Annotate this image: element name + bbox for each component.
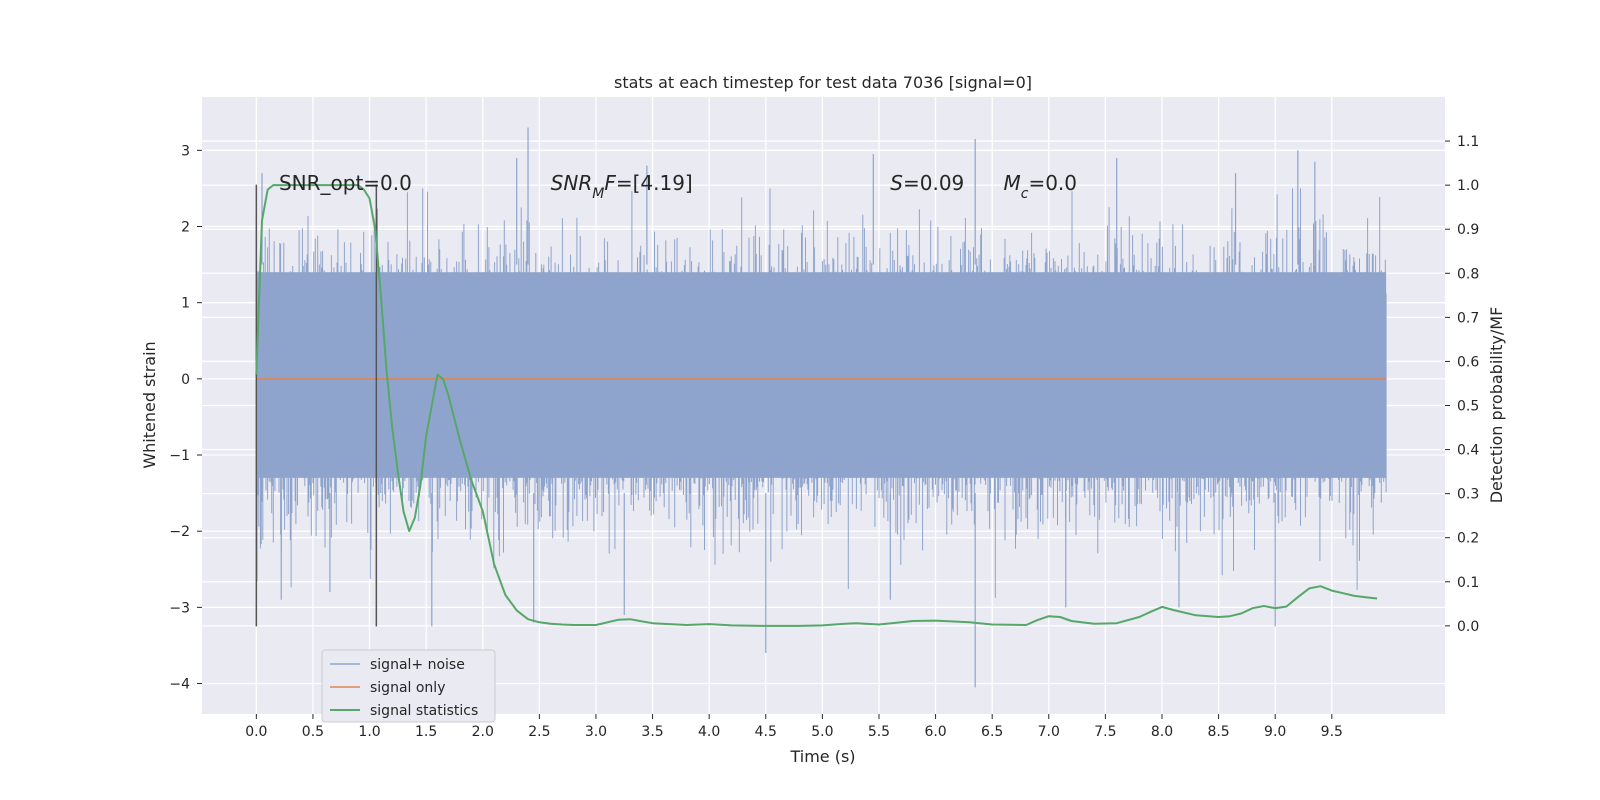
- y-tick-label: 3: [181, 143, 190, 159]
- y-right-tick-label: 0.5: [1457, 399, 1479, 415]
- y-right-tick-label: 0.3: [1457, 487, 1479, 503]
- y-axis-right-label: Detection probability/MF: [1487, 307, 1506, 504]
- y-right-tick-label: 0.7: [1457, 310, 1479, 326]
- annotation: S=0.09: [890, 171, 964, 195]
- x-tick-label: 0.5: [302, 724, 324, 740]
- legend-label: signal only: [370, 680, 445, 696]
- y-right-tick-label: 0.1: [1457, 575, 1479, 591]
- x-tick-label: 9.0: [1264, 724, 1286, 740]
- legend-box: [321, 649, 496, 723]
- x-tick-label: 1.0: [358, 724, 380, 740]
- y-right-tick-label: 1.0: [1457, 178, 1479, 194]
- y-tick-label: −4: [169, 677, 190, 693]
- annotation: SNR_opt=0.0: [279, 171, 412, 195]
- y-right-tick-label: 0.6: [1457, 354, 1479, 370]
- y-tick-label: 1: [181, 296, 190, 312]
- y-right-tick-label: 0.9: [1457, 222, 1479, 238]
- y-right-tick-label: 0.4: [1457, 443, 1479, 459]
- y-right-tick-label: 0.2: [1457, 531, 1479, 547]
- legend-label: signal statistics: [370, 703, 478, 719]
- x-tick-label: 5.0: [811, 724, 833, 740]
- x-tick-label: 1.5: [415, 724, 437, 740]
- axes: 0.0 0.5 1.0 1.5 2.0 2.5 3.0 3.5 4.0 4.5 5.0 5.5 6.0 6…: [169, 134, 1479, 740]
- x-tick-label: 4.5: [755, 724, 777, 740]
- annotation: SNRMF=[4.19]: [551, 171, 693, 202]
- legend: signal+ noise signal only signal statistic…: [321, 649, 496, 723]
- x-tick-label: 3.5: [641, 724, 663, 740]
- chart-title: stats at each timestep for test data 703…: [614, 73, 1032, 92]
- x-tick-label: 9.5: [1321, 724, 1343, 740]
- x-tick-label: 4.0: [698, 724, 720, 740]
- x-tick-label: 2.0: [472, 724, 494, 740]
- y-tick-label: −1: [169, 448, 190, 464]
- x-tick-label: 7.0: [1038, 724, 1060, 740]
- y-right-tick-label: 0.8: [1457, 266, 1479, 282]
- signal-statistics-line: [255, 184, 1378, 627]
- x-tick-label: 3.0: [585, 724, 607, 740]
- x-tick-label: 6.0: [924, 724, 946, 740]
- x-tick-label: 0.0: [245, 724, 267, 740]
- x-tick-label: 8.0: [1151, 724, 1173, 740]
- annotations: SNR_opt=0.0 SNRMF=[4.19] S=0.09 Mc=0.0: [279, 171, 1077, 202]
- annotation: Mc=0.0: [1003, 171, 1077, 202]
- x-tick-label: 5.5: [868, 724, 890, 740]
- x-tick-label: 2.5: [528, 724, 550, 740]
- x-tick-label: 8.5: [1207, 724, 1229, 740]
- legend-label: signal+ noise: [370, 657, 465, 673]
- y-tick-label: 0: [181, 372, 190, 388]
- y-right-tick-label: 1.1: [1457, 134, 1479, 150]
- x-axis-label: Time (s): [789, 747, 855, 766]
- y-tick-label: −3: [169, 600, 190, 616]
- y-tick-label: −2: [169, 524, 190, 540]
- y-axis-label: Whitened strain: [140, 341, 159, 468]
- x-tick-label: 6.5: [981, 724, 1003, 740]
- x-tick-label: 7.5: [1094, 724, 1116, 740]
- plot-area: [255, 127, 1387, 688]
- y-tick-label: 2: [181, 219, 190, 235]
- y-right-tick-label: 0.0: [1457, 619, 1479, 635]
